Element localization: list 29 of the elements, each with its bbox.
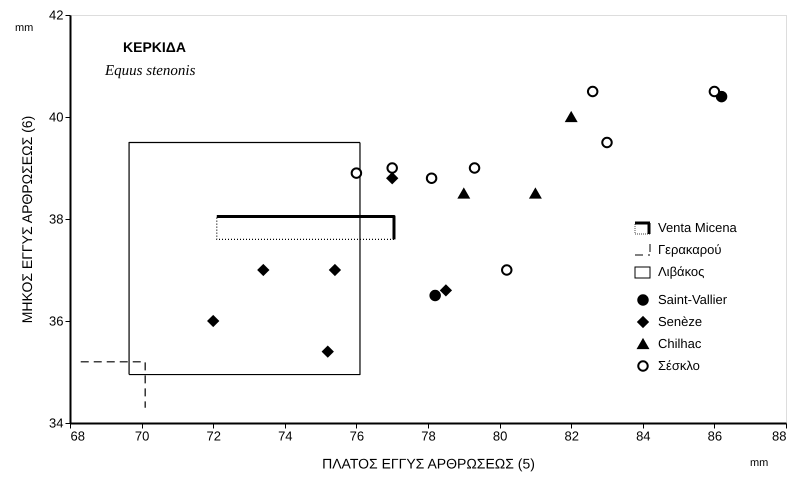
x-tick-label: 84 xyxy=(636,428,651,444)
x-tick-label: 80 xyxy=(492,428,508,444)
x-axis-title: ΠΛΑΤΟΣ ΕΓΓΥΣ ΑΡΘΡΩΣΕΩΣ (5) xyxy=(322,456,535,472)
y-tick-label: 40 xyxy=(49,110,64,124)
x-tick-label: 82 xyxy=(564,428,579,444)
y-tick-label: 42 xyxy=(49,8,64,22)
legend-label: Senèze xyxy=(658,314,702,329)
x-tick-label: 70 xyxy=(134,428,150,444)
text: ΚΕΡΚΙΔΑ xyxy=(123,39,186,55)
legend-label: Σέσκλο xyxy=(658,358,700,373)
x-tick-label: 72 xyxy=(206,428,221,444)
y-tick-label: 34 xyxy=(49,416,64,430)
x-tick-label: 68 xyxy=(70,428,85,444)
legend-label: Saint-Vallier xyxy=(658,292,728,307)
x-tick-label: 86 xyxy=(708,428,722,444)
legend-label: Γερακαρού xyxy=(658,242,722,257)
text: mm xyxy=(15,22,34,34)
y-tick-label: 38 xyxy=(49,212,64,226)
x-tick-label: 88 xyxy=(772,428,786,444)
text: Equus stenonis xyxy=(104,63,196,79)
y-tick-label: 36 xyxy=(49,314,64,328)
legend-label: Λιβάκος xyxy=(658,264,704,279)
legend-label: Venta Micena xyxy=(658,220,738,235)
x-tick-label: 74 xyxy=(278,428,293,444)
x-tick-label: 76 xyxy=(350,428,364,444)
legend-label: Chilhac xyxy=(658,336,702,351)
x-tick-label: 78 xyxy=(421,428,436,444)
y-axis-title: ΜΗΚΟΣ ΕΓΓΥΣ ΑΡΘΡΩΣΕΩΣ (6) xyxy=(19,116,36,324)
text: mm xyxy=(750,457,768,469)
